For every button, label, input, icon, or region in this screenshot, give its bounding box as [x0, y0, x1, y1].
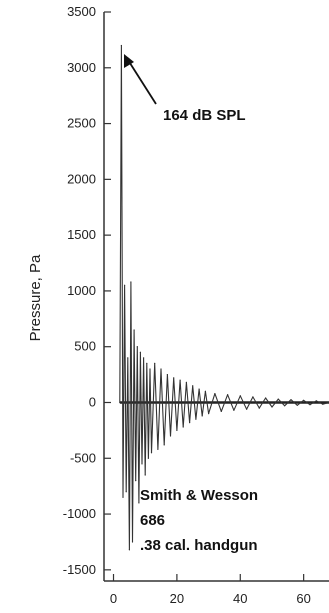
series-point: [201, 415, 203, 417]
x-tick-label: 20: [170, 591, 184, 606]
series-group: [119, 44, 329, 551]
series-point: [258, 407, 260, 409]
y-tick-label: 3500: [67, 4, 96, 19]
series-point: [122, 496, 124, 498]
y-tick-label: 1000: [67, 283, 96, 298]
series-point: [182, 426, 184, 428]
series-point: [208, 413, 210, 415]
series-point: [189, 422, 191, 424]
x-tick-label: 0: [110, 591, 117, 606]
x-tick-label: 60: [296, 591, 310, 606]
y-tick-label: -500: [70, 450, 96, 465]
series-point: [138, 502, 140, 504]
series-point: [315, 400, 317, 402]
series-point: [252, 396, 254, 398]
series-point: [169, 435, 172, 437]
x-tick-label: 40: [233, 591, 247, 606]
series-point: [271, 406, 273, 408]
series-point: [150, 452, 153, 454]
series-point: [233, 409, 235, 411]
annotation-peak-level: 164 dB SPL: [163, 107, 246, 124]
annotation-weapon-line3: .38 cal. handgun: [140, 537, 258, 554]
series-point: [163, 444, 165, 446]
series-point: [192, 385, 194, 387]
y-tick-label: 2000: [67, 171, 96, 186]
series-point: [146, 362, 148, 364]
annotation-weapon-line1: Smith & Wesson: [140, 487, 258, 504]
series-point: [166, 374, 168, 376]
y-ticks: 3500 3000 2500 2000 1500 1000 500 0 -500 -1000 -15…: [63, 4, 111, 577]
series-point: [284, 405, 286, 407]
annotation-weapon-line2: 686: [140, 512, 165, 529]
y-tick-label: -1000: [63, 506, 96, 521]
annotation-arrow: [124, 54, 157, 105]
series-point: [147, 457, 149, 459]
series-point: [154, 362, 156, 364]
series-point: [143, 357, 145, 359]
series-point: [204, 390, 206, 392]
series-point: [277, 398, 279, 400]
y-tick-label: 0: [89, 394, 96, 409]
y-tick-label: 1500: [67, 227, 96, 242]
series-point: [296, 404, 298, 406]
series-point: [309, 404, 311, 406]
series-point: [176, 429, 178, 431]
series-point: [128, 549, 130, 551]
series-point: [303, 399, 305, 401]
series-point: [195, 418, 197, 420]
series-point: [133, 329, 135, 331]
series-point: [131, 541, 134, 543]
y-tick-label: 2500: [67, 116, 96, 131]
series-point: [185, 381, 187, 383]
series-point: [198, 388, 200, 390]
series-point: [130, 281, 132, 283]
series-point: [322, 403, 324, 405]
series-line-0: [119, 44, 329, 551]
series-point: [214, 393, 216, 395]
series-point: [127, 357, 129, 359]
y-tick-label: 500: [74, 339, 96, 354]
series-point: [125, 491, 127, 493]
series-point: [144, 474, 146, 476]
series-point: [124, 284, 126, 286]
series-point: [179, 379, 181, 381]
series-point: [136, 346, 138, 348]
series-point: [265, 397, 267, 399]
series-point: [173, 377, 175, 379]
series-point: [239, 395, 241, 397]
series-point: [227, 394, 229, 396]
series-point: [139, 351, 141, 353]
series-point: [120, 44, 122, 47]
y-tick-label: -1500: [63, 562, 96, 577]
series-point: [246, 408, 248, 410]
series-point: [290, 399, 292, 401]
y-tick-label: 3000: [67, 60, 96, 75]
x-ticks: 0 20 40 60: [110, 574, 311, 606]
series-point: [135, 480, 137, 482]
series-point: [157, 448, 159, 450]
series-point: [119, 401, 121, 404]
series-point: [160, 368, 162, 370]
series-point: [149, 368, 151, 370]
series-point: [141, 463, 143, 465]
y-axis-label: Pressure, Pa: [27, 254, 44, 341]
series-point: [220, 410, 222, 412]
